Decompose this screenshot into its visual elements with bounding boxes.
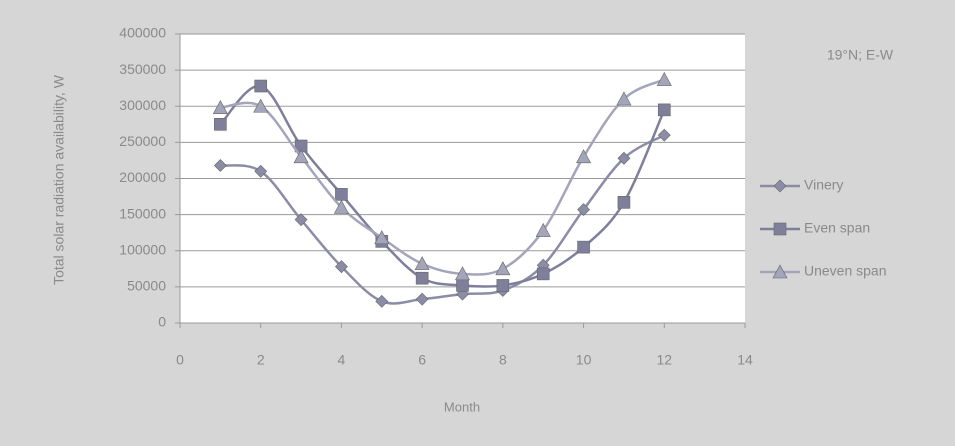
marker (212, 100, 228, 114)
y-tick-label: 100000 (119, 241, 166, 257)
marker (617, 196, 631, 209)
x-tick-label: 10 (576, 352, 592, 368)
legend-marker (773, 179, 787, 193)
marker (253, 98, 269, 113)
marker (536, 267, 550, 281)
marker (495, 261, 511, 276)
x-tick-label: 12 (656, 352, 672, 368)
x-tick-label: 4 (338, 352, 346, 368)
marker (294, 213, 308, 227)
marker (415, 292, 429, 306)
marker (657, 103, 671, 117)
marker (333, 199, 349, 214)
x-tick-label: 8 (499, 352, 507, 368)
legend-label: Vinery (804, 177, 843, 193)
annotation: 19°N; E-W (827, 47, 894, 63)
marker (656, 71, 672, 86)
marker (214, 118, 227, 131)
legend-marker (773, 222, 787, 236)
marker (577, 203, 590, 216)
marker (535, 222, 551, 237)
legend-label: Uneven span (804, 263, 887, 279)
y-tick-label: 0 (158, 314, 166, 330)
y-tick-label: 250000 (119, 133, 166, 149)
marker (374, 230, 390, 245)
series-line (220, 134, 665, 305)
marker (293, 149, 309, 164)
marker (577, 240, 590, 254)
y-tick-label: 200000 (119, 169, 166, 185)
legend-marker (772, 264, 788, 279)
marker (496, 279, 510, 292)
marker (254, 164, 268, 178)
x-tick-label: 2 (257, 352, 265, 368)
y-tick-label: 350000 (119, 61, 166, 77)
marker (375, 294, 389, 308)
marker (657, 128, 671, 142)
y-tick-label: 300000 (119, 97, 166, 113)
x-tick-label: 14 (737, 352, 753, 368)
marker (254, 79, 268, 93)
x-tick-label: 0 (176, 352, 184, 368)
marker (335, 260, 348, 274)
y-axis-label: Total solar radiation availability, W (51, 74, 67, 285)
marker (616, 91, 632, 106)
marker (617, 151, 631, 165)
y-tick-label: 50000 (127, 278, 166, 294)
marker (415, 271, 429, 285)
legend-label: Even span (804, 220, 870, 236)
marker (576, 149, 592, 164)
x-tick-label: 6 (418, 352, 426, 368)
y-tick-label: 150000 (119, 205, 166, 221)
series-line (220, 78, 665, 276)
marker (414, 256, 430, 271)
marker (456, 279, 469, 292)
marker (335, 188, 348, 201)
series-line (219, 84, 666, 288)
marker (213, 159, 227, 172)
x-axis-label: Month (444, 399, 480, 414)
marker (454, 266, 471, 281)
y-tick-label: 400000 (119, 25, 166, 41)
